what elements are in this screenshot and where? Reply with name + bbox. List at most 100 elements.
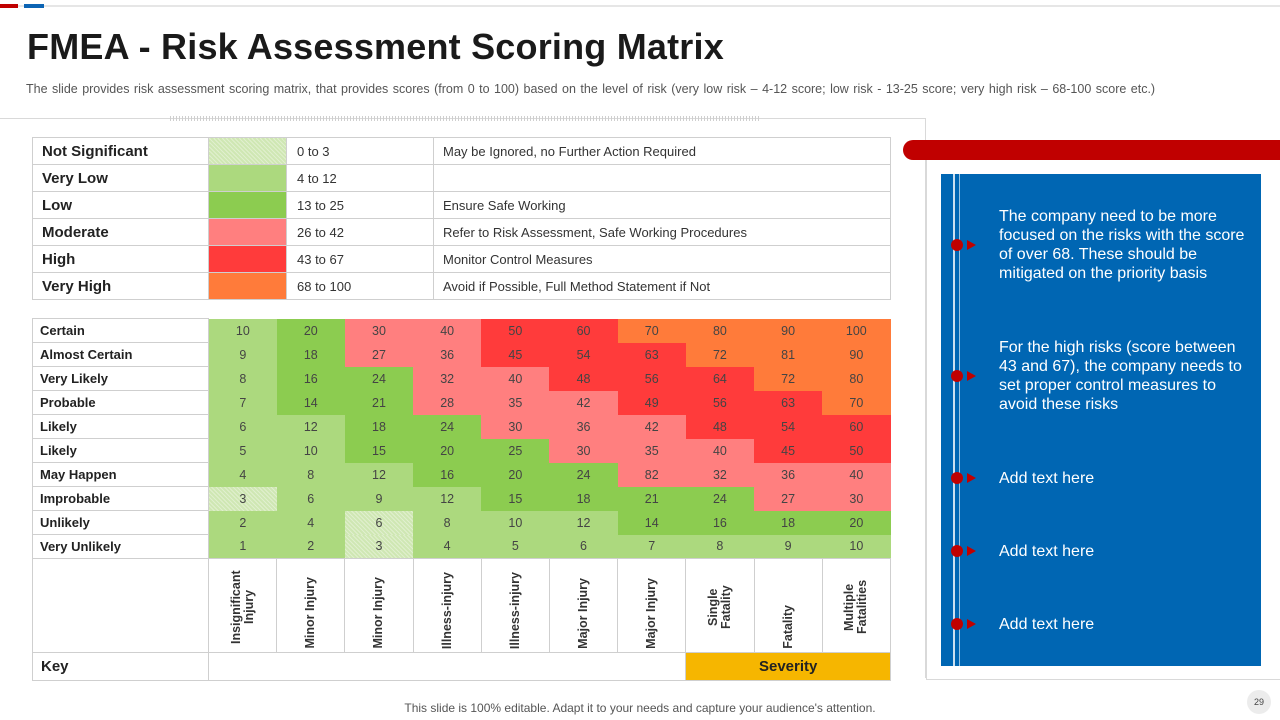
score-cell[interactable]: 50: [822, 438, 891, 463]
severity-label[interactable]: Insignificant Injury: [228, 570, 256, 644]
score-cell[interactable]: 6: [208, 414, 277, 439]
score-cell[interactable]: 9: [754, 534, 823, 559]
score-cell[interactable]: 6: [344, 510, 414, 535]
score-cell[interactable]: 80: [822, 366, 891, 391]
legend-label[interactable]: Moderate: [32, 218, 209, 246]
legend-range[interactable]: 43 to 67: [286, 245, 434, 273]
score-cell[interactable]: 10: [276, 438, 345, 463]
legend-action[interactable]: Avoid if Possible, Full Method Statement…: [433, 272, 891, 300]
likelihood-label[interactable]: Improbable: [32, 486, 209, 511]
score-cell[interactable]: 40: [685, 438, 754, 463]
score-cell[interactable]: 20: [822, 510, 891, 535]
legend-range[interactable]: 68 to 100: [286, 272, 434, 300]
legend-action[interactable]: [433, 164, 891, 192]
score-cell[interactable]: 2: [276, 534, 345, 559]
score-cell[interactable]: 3: [344, 534, 414, 559]
score-cell[interactable]: 8: [276, 462, 345, 487]
likelihood-label[interactable]: Certain: [32, 318, 209, 343]
legend-label[interactable]: Low: [32, 191, 209, 219]
score-cell[interactable]: 30: [822, 486, 891, 511]
slide-title[interactable]: FMEA - Risk Assessment Scoring Matrix: [27, 26, 724, 67]
score-cell[interactable]: 21: [344, 390, 414, 415]
score-cell[interactable]: 24: [413, 414, 482, 439]
legend-label[interactable]: Not Significant: [32, 137, 209, 165]
legend-label[interactable]: Very Low: [32, 164, 209, 192]
score-cell[interactable]: 16: [276, 366, 345, 391]
score-cell[interactable]: 10: [481, 510, 550, 535]
legend-range[interactable]: 13 to 25: [286, 191, 434, 219]
score-cell[interactable]: 35: [481, 390, 550, 415]
severity-label[interactable]: Major Injury: [576, 578, 591, 649]
legend-label[interactable]: High: [32, 245, 209, 273]
score-cell[interactable]: 6: [549, 534, 618, 559]
score-cell[interactable]: 40: [481, 366, 550, 391]
score-cell[interactable]: 15: [344, 438, 414, 463]
key-label[interactable]: Key: [32, 652, 209, 681]
score-cell[interactable]: 32: [413, 366, 482, 391]
likelihood-label[interactable]: Likely: [32, 414, 209, 439]
legend-range[interactable]: 4 to 12: [286, 164, 434, 192]
score-cell[interactable]: 36: [754, 462, 823, 487]
score-cell[interactable]: 5: [208, 438, 277, 463]
score-cell[interactable]: 72: [685, 342, 754, 367]
legend-label[interactable]: Very High: [32, 272, 209, 300]
score-cell[interactable]: 49: [617, 390, 686, 415]
score-cell[interactable]: 24: [685, 486, 754, 511]
score-cell[interactable]: 10: [208, 318, 277, 343]
score-cell[interactable]: 4: [208, 462, 277, 487]
score-cell[interactable]: 15: [481, 486, 550, 511]
severity-label-cell[interactable]: Severity: [685, 652, 891, 681]
severity-label[interactable]: Multiple Fatalities: [842, 579, 870, 635]
score-cell[interactable]: 8: [208, 366, 277, 391]
score-cell[interactable]: 14: [617, 510, 686, 535]
legend-action[interactable]: Refer to Risk Assessment, Safe Working P…: [433, 218, 891, 246]
severity-label[interactable]: Minor Injury: [371, 577, 386, 649]
score-cell[interactable]: 12: [276, 414, 345, 439]
legend-action[interactable]: Monitor Control Measures: [433, 245, 891, 273]
score-cell[interactable]: 56: [617, 366, 686, 391]
score-cell[interactable]: 64: [685, 366, 754, 391]
score-cell[interactable]: 32: [685, 462, 754, 487]
score-cell[interactable]: 3: [208, 486, 277, 511]
legend-action[interactable]: Ensure Safe Working: [433, 191, 891, 219]
likelihood-label[interactable]: Very Unlikely: [32, 534, 209, 559]
score-cell[interactable]: 80: [685, 318, 754, 343]
score-cell[interactable]: 48: [549, 366, 618, 391]
score-cell[interactable]: 40: [413, 318, 482, 343]
legend-action[interactable]: May be Ignored, no Further Action Requir…: [433, 137, 891, 165]
score-cell[interactable]: 24: [549, 462, 618, 487]
legend-range[interactable]: 26 to 42: [286, 218, 434, 246]
likelihood-label[interactable]: Almost Certain: [32, 342, 209, 367]
score-cell[interactable]: 70: [822, 390, 891, 415]
score-cell[interactable]: 50: [481, 318, 550, 343]
severity-label[interactable]: Illness-injury: [507, 571, 522, 649]
panel-point[interactable]: The company need to be more focused on t…: [999, 208, 1245, 282]
score-cell[interactable]: 100: [822, 318, 891, 343]
severity-label[interactable]: Fatality: [780, 605, 795, 649]
score-cell[interactable]: 90: [822, 342, 891, 367]
score-cell[interactable]: 2: [208, 510, 277, 535]
score-cell[interactable]: 6: [276, 486, 345, 511]
likelihood-label[interactable]: Unlikely: [32, 510, 209, 535]
score-cell[interactable]: 21: [617, 486, 686, 511]
panel-point[interactable]: Add text here: [999, 616, 1095, 633]
score-cell[interactable]: 20: [276, 318, 345, 343]
score-cell[interactable]: 25: [481, 438, 550, 463]
score-cell[interactable]: 45: [754, 438, 823, 463]
score-cell[interactable]: 56: [685, 390, 754, 415]
slide-subtitle[interactable]: The slide provides risk assessment scori…: [26, 82, 1156, 96]
score-cell[interactable]: 28: [413, 390, 482, 415]
score-cell[interactable]: 16: [413, 462, 482, 487]
score-cell[interactable]: 18: [344, 414, 414, 439]
score-cell[interactable]: 54: [754, 414, 823, 439]
score-cell[interactable]: 18: [549, 486, 618, 511]
score-cell[interactable]: 4: [276, 510, 345, 535]
score-cell[interactable]: 81: [754, 342, 823, 367]
score-cell[interactable]: 63: [754, 390, 823, 415]
likelihood-label[interactable]: Very Likely: [32, 366, 209, 391]
score-cell[interactable]: 18: [276, 342, 345, 367]
score-cell[interactable]: 35: [617, 438, 686, 463]
score-cell[interactable]: 12: [344, 462, 414, 487]
likelihood-label[interactable]: Likely: [32, 438, 209, 463]
score-cell[interactable]: 36: [549, 414, 618, 439]
